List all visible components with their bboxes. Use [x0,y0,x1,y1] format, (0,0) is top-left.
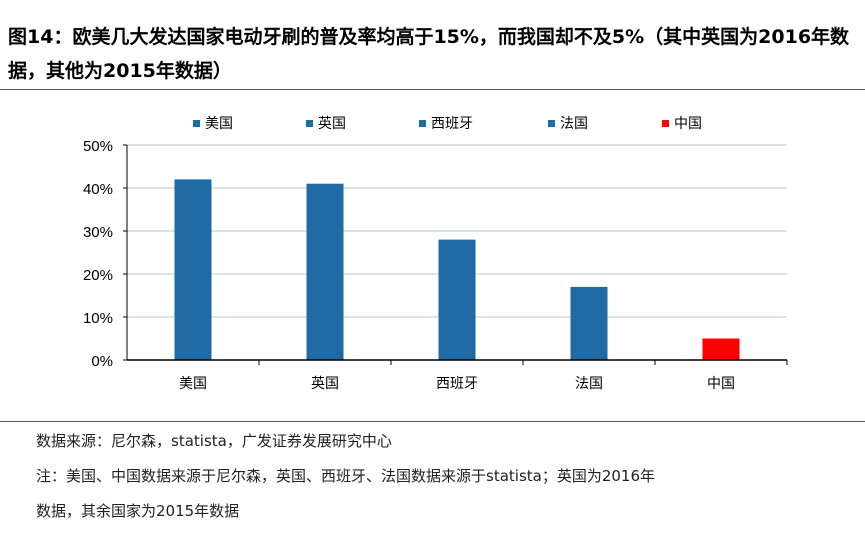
x-tick-label: 中国 [707,376,735,392]
x-tick-label: 美国 [179,376,207,392]
bar-3 [570,286,608,360]
legend-item: 中国 [662,113,702,133]
source-note: 数据来源：尼尔森，statista，广发证券发展研究中心 [36,432,392,450]
legend-swatch [548,119,555,127]
y-tick-label: 0% [91,353,113,370]
bar-chart: 0% 10% 20% 30% 40% 50% 美国 英国 西班牙 法国 中国 [83,138,788,392]
x-tick-label: 法国 [575,376,603,392]
footnote-line-1: 注：美国、中国数据来源于尼尔森，英国、西班牙、法国数据来源于statista；英… [36,467,656,485]
y-tick-label: 40% [83,181,113,198]
chart-legend: 美国 英国 西班牙 法国 中国 [0,113,865,133]
bar-1 [306,183,344,360]
legend-label: 美国 [205,116,233,132]
y-tick-label: 10% [83,310,113,327]
legend-label: 英国 [318,116,346,132]
legend-swatch [193,119,200,127]
y-tick-label: 20% [83,267,113,284]
legend-swatch [419,119,426,127]
footnote-line-2: 数据，其余国家为2015年数据 [36,502,240,520]
footer-divider [0,421,865,422]
legend-swatch [662,119,669,127]
legend-item: 美国 [193,113,233,133]
y-tick-label: 50% [83,138,113,155]
legend-item: 英国 [306,113,346,133]
legend-item: 西班牙 [419,113,473,133]
title-divider [0,89,865,90]
x-tick-label: 西班牙 [436,376,478,392]
bar-4 [702,338,740,360]
legend-label: 西班牙 [431,116,473,132]
figure-title: 图14：欧美几大发达国家电动牙刷的普及率均高于15%，而我国却不及5%（其中英国… [8,26,850,82]
legend-label: 法国 [560,116,588,132]
legend-item: 法国 [548,113,588,133]
y-tick-label: 30% [83,224,113,241]
bar-2 [438,239,476,360]
legend-swatch [306,119,313,127]
bar-0 [174,179,212,360]
legend-label: 中国 [674,116,702,132]
x-tick-label: 英国 [311,375,339,392]
